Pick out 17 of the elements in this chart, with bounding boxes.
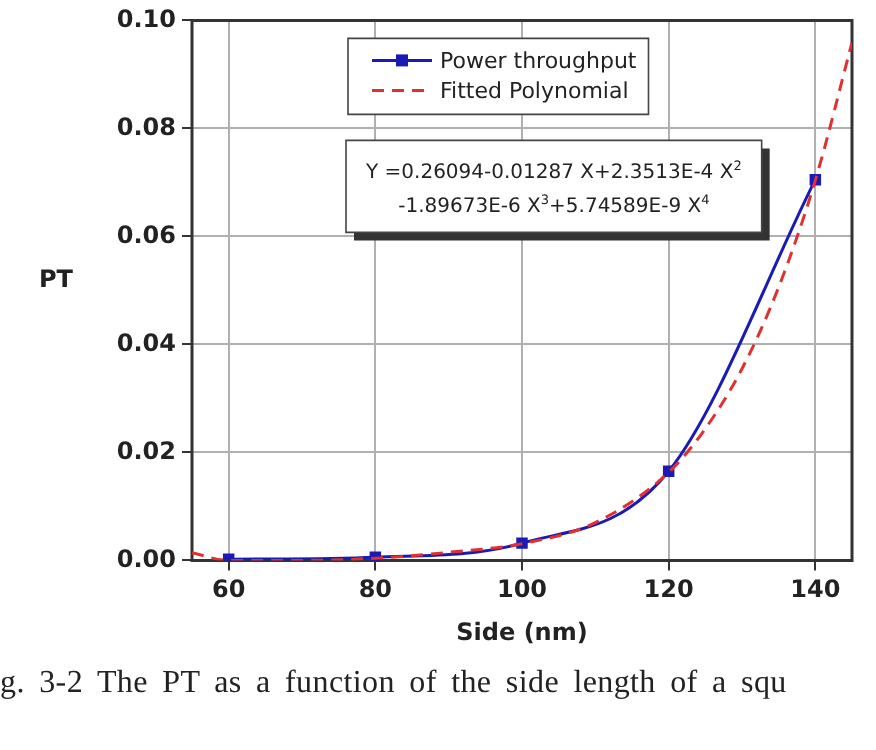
y-tick-label: 0.02 bbox=[116, 436, 176, 465]
x-tick-label: 120 bbox=[643, 575, 694, 604]
x-tick-label: 140 bbox=[790, 575, 841, 604]
text: g. 3-2 The PT as a function of the side length of a squ bbox=[0, 666, 787, 702]
x-axis-title: Side (nm) bbox=[456, 617, 588, 646]
y-tick-label: 0.10 bbox=[116, 4, 176, 33]
y-tick-label: 0.06 bbox=[116, 220, 176, 249]
legend-label: Fitted Polynomial bbox=[440, 78, 629, 105]
x-tick-label: 80 bbox=[358, 575, 393, 604]
line-series bbox=[192, 41, 852, 561]
x-tick-label: 60 bbox=[211, 575, 246, 604]
legend-label: Power throughput bbox=[440, 48, 638, 75]
y-tick-label: 0.08 bbox=[116, 112, 176, 141]
y-tick-label: 0.04 bbox=[116, 328, 176, 357]
y-axis-title: PT bbox=[39, 264, 75, 293]
y-tick-label: 0.00 bbox=[116, 544, 176, 573]
x-tick-label: 100 bbox=[496, 575, 548, 604]
